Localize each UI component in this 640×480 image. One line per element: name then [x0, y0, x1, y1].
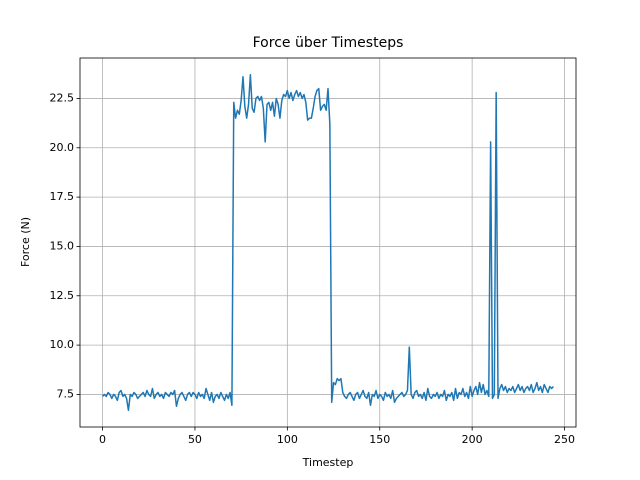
- x-tick-label: 150: [369, 433, 390, 446]
- x-tick-label: 50: [188, 433, 202, 446]
- x-tick-label: 250: [554, 433, 575, 446]
- x-tick-label: 0: [99, 433, 106, 446]
- line: [102, 74, 554, 411]
- y-tick-label: 7.5: [57, 387, 75, 400]
- y-tick-label: 10.0: [50, 338, 75, 351]
- y-tick-label: 15.0: [50, 239, 75, 252]
- y-tick-label: 20.0: [50, 141, 75, 154]
- x-tick-label: 200: [462, 433, 483, 446]
- y-tick-label: 17.5: [50, 190, 75, 203]
- chart-title: Force über Timesteps: [253, 35, 404, 51]
- x-tick-label: 100: [277, 433, 298, 446]
- y-tick-label: 12.5: [50, 289, 75, 302]
- plot-frame: [79, 57, 577, 428]
- y-axis-label: Force (N): [19, 217, 32, 267]
- x-axis-label: Timestep: [302, 456, 354, 469]
- y-tick-label: 22.5: [50, 91, 75, 104]
